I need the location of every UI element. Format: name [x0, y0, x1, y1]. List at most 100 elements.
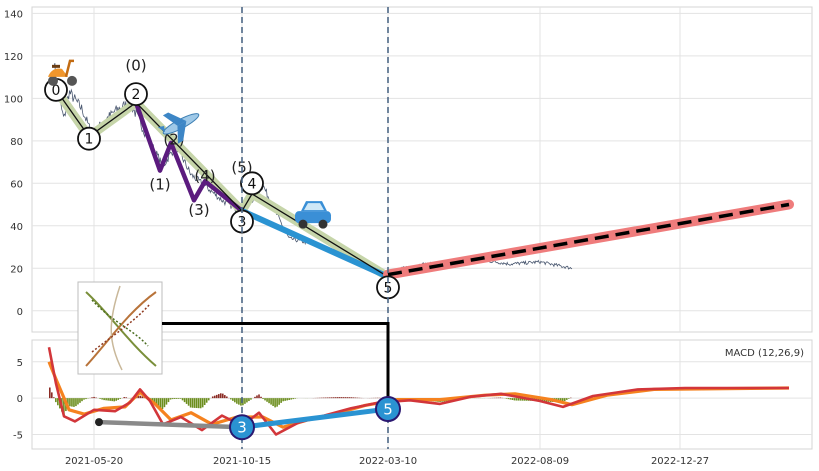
macd-histogram-bar	[207, 398, 210, 401]
macd-histogram-bar	[51, 392, 53, 399]
macd-histogram-bar	[290, 398, 292, 400]
macd-histogram-bar	[509, 398, 512, 400]
grey-segment-start-dot	[95, 418, 103, 427]
macd-histogram-bar	[73, 398, 75, 407]
macd-histogram-bar	[205, 398, 208, 403]
macd-histogram-bar	[203, 398, 206, 406]
macd-histogram-bar	[246, 398, 248, 403]
macd-histogram-bar	[244, 398, 246, 404]
macd-histogram-bar	[49, 387, 51, 399]
price-y-tick-label: 20	[10, 264, 23, 275]
macd-histogram-bar	[79, 398, 81, 403]
macd-histogram-bar	[163, 398, 166, 408]
macd-histogram-bar	[336, 397, 339, 399]
price-y-tick-label: 120	[4, 52, 23, 63]
scooter-body	[48, 68, 68, 77]
macd-histogram-bar	[179, 398, 182, 399]
macd-histogram-bar	[563, 398, 566, 401]
macd-histogram-bar	[559, 398, 562, 403]
macd-histogram-bar	[181, 398, 184, 401]
macd-histogram-bar	[324, 397, 327, 399]
macd-histogram-bar	[91, 397, 93, 399]
airplane-wing-top	[162, 112, 187, 126]
macd-histogram-bar	[99, 398, 101, 399]
macd-histogram-bar	[125, 397, 128, 399]
macd-histogram-bar	[159, 398, 162, 408]
subwave-line	[133, 100, 245, 214]
macd-histogram-bar	[185, 398, 188, 404]
subwave-label: (4)	[194, 167, 215, 185]
macd-histogram-bar	[113, 398, 115, 402]
macd-histogram-bar	[224, 395, 226, 399]
macd-histogram-bar	[221, 393, 224, 399]
macd-histogram-bar	[292, 398, 295, 400]
macd-histogram-bar	[338, 397, 341, 399]
inset-curve-e	[91, 303, 151, 353]
macd-histogram-bar	[53, 397, 55, 399]
macd-histogram-bar	[497, 397, 500, 399]
price-y-tick-label: 40	[10, 222, 23, 233]
price-y-tick-label: 100	[4, 94, 23, 105]
macd-histogram-bar	[328, 397, 331, 399]
wave-point-label: 0	[52, 83, 61, 99]
macd-histogram-bar	[217, 394, 220, 399]
macd-histogram-bar	[348, 397, 351, 399]
macd-histogram-bar	[294, 398, 297, 399]
inset-curve-b	[85, 291, 157, 367]
macd-wave-marker-label: 5	[383, 401, 393, 419]
macd-histogram-bar	[153, 398, 156, 404]
macd-histogram-bar	[83, 398, 85, 400]
macd-histogram-bar	[258, 394, 260, 399]
macd-histogram-bar	[565, 398, 568, 400]
macd-histogram-bar	[197, 398, 200, 409]
price-y-tick-label: 0	[17, 307, 23, 318]
macd-histogram-bar	[248, 398, 250, 402]
macd-histogram-bar	[242, 398, 244, 406]
macd-histogram-bar	[151, 398, 154, 402]
macd-histogram-bar	[278, 398, 280, 405]
macd-histogram-bar	[505, 398, 508, 399]
macd-histogram-bar	[262, 398, 264, 399]
macd-wave-marker	[229, 414, 255, 441]
macd-histogram-bar	[171, 398, 174, 400]
macd-wave-marker-label: 3	[237, 419, 247, 437]
macd-histogram-bar	[55, 398, 57, 403]
overlay-layer: 35	[48, 7, 401, 449]
macd-histogram-bar	[272, 398, 274, 406]
macd-histogram-bar	[67, 398, 69, 408]
macd-histogram-bar	[332, 397, 335, 399]
price-y-tick-label: 60	[10, 179, 23, 190]
macd-histogram-bar	[193, 398, 196, 408]
macd-histogram-bar	[282, 398, 284, 402]
subwave-label: (0)	[125, 56, 146, 74]
macd-histogram-bar	[119, 398, 122, 399]
macd-histogram-bar	[111, 398, 113, 402]
macd-histogram-bar	[201, 398, 204, 408]
macd-histogram-bar	[517, 398, 520, 401]
scooter-icon	[48, 59, 77, 86]
macd-histogram-bar	[342, 397, 345, 399]
macd-histogram-bar	[326, 397, 329, 399]
macd-histogram-bar	[175, 398, 178, 399]
x-tick-label: 2021-10-15	[213, 456, 271, 467]
macd-histogram-bar	[107, 398, 109, 401]
wave-point-marker	[240, 171, 264, 196]
scooter-front-wheel	[67, 75, 77, 86]
macd-histogram-bar	[515, 398, 518, 401]
subwave-label: (3)	[188, 201, 209, 219]
macd-histogram-bar	[165, 398, 168, 405]
macd-histogram-bar	[183, 398, 186, 403]
macd-histogram-bar	[85, 398, 87, 400]
macd-histogram-bar	[238, 398, 240, 405]
macd-histogram-bar	[499, 397, 502, 399]
wave-point-marker	[77, 126, 101, 151]
macd-histogram-bar	[276, 398, 278, 407]
macd-histogram-bar	[232, 398, 234, 401]
macd-histogram-bar	[513, 398, 516, 401]
scooter-rear-wheel	[48, 75, 58, 86]
connector-line	[162, 322, 390, 409]
macd-histogram-bar	[288, 398, 290, 400]
macd-histogram-bar	[157, 398, 160, 407]
macd-histogram-bar	[346, 397, 349, 399]
macd-histogram-bar	[75, 398, 77, 407]
